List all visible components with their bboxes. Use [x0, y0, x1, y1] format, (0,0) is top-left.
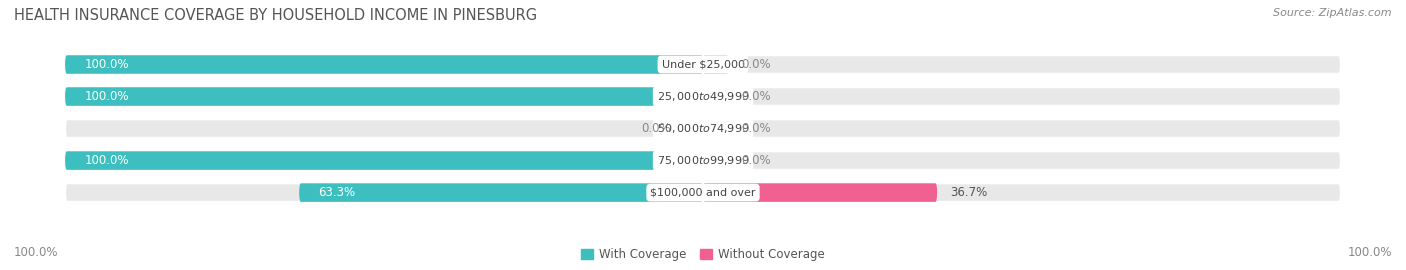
FancyBboxPatch shape	[703, 151, 728, 170]
Text: HEALTH INSURANCE COVERAGE BY HOUSEHOLD INCOME IN PINESBURG: HEALTH INSURANCE COVERAGE BY HOUSEHOLD I…	[14, 8, 537, 23]
FancyBboxPatch shape	[65, 87, 703, 106]
FancyBboxPatch shape	[703, 55, 728, 74]
Text: $75,000 to $99,999: $75,000 to $99,999	[657, 154, 749, 167]
Text: 0.0%: 0.0%	[741, 58, 770, 71]
FancyBboxPatch shape	[65, 55, 1341, 74]
FancyBboxPatch shape	[65, 151, 703, 170]
Text: 0.0%: 0.0%	[641, 122, 671, 135]
Text: 100.0%: 100.0%	[14, 246, 59, 259]
Text: Under $25,000: Under $25,000	[661, 59, 745, 69]
Legend: With Coverage, Without Coverage: With Coverage, Without Coverage	[576, 244, 830, 266]
Text: 36.7%: 36.7%	[950, 186, 987, 199]
FancyBboxPatch shape	[703, 183, 938, 202]
Text: 63.3%: 63.3%	[318, 186, 356, 199]
FancyBboxPatch shape	[703, 119, 728, 138]
Text: 100.0%: 100.0%	[84, 90, 129, 103]
Text: 0.0%: 0.0%	[741, 154, 770, 167]
FancyBboxPatch shape	[65, 87, 1341, 106]
FancyBboxPatch shape	[299, 183, 703, 202]
Text: $100,000 and over: $100,000 and over	[650, 188, 756, 198]
FancyBboxPatch shape	[703, 87, 728, 106]
Text: 100.0%: 100.0%	[1347, 246, 1392, 259]
Text: Source: ZipAtlas.com: Source: ZipAtlas.com	[1274, 8, 1392, 18]
FancyBboxPatch shape	[65, 183, 1341, 202]
Text: 0.0%: 0.0%	[741, 122, 770, 135]
Text: $25,000 to $49,999: $25,000 to $49,999	[657, 90, 749, 103]
FancyBboxPatch shape	[65, 119, 1341, 138]
FancyBboxPatch shape	[678, 119, 703, 138]
FancyBboxPatch shape	[65, 55, 703, 74]
FancyBboxPatch shape	[65, 151, 1341, 170]
Text: $50,000 to $74,999: $50,000 to $74,999	[657, 122, 749, 135]
Text: 100.0%: 100.0%	[84, 58, 129, 71]
Text: 0.0%: 0.0%	[741, 90, 770, 103]
Text: 100.0%: 100.0%	[84, 154, 129, 167]
